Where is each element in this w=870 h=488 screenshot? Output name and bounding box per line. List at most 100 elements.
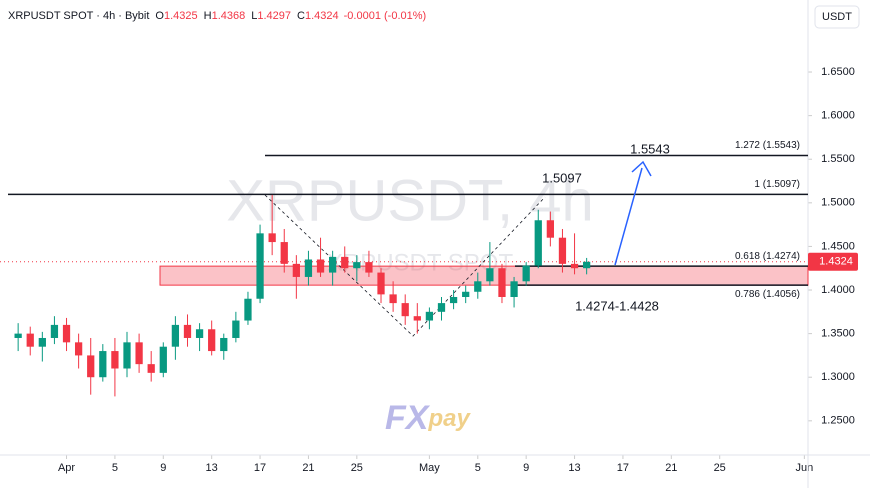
- candle-body: [304, 259, 313, 277]
- fib-level-label: 0.618 (1.4274): [735, 251, 800, 262]
- ohlc-value: 1.4325: [164, 10, 198, 22]
- ohlc-value: 1.4297: [257, 10, 291, 22]
- logo-fx: FX: [385, 399, 431, 437]
- candle-body: [389, 294, 397, 304]
- candle-body: [99, 351, 107, 378]
- pattern-line: [264, 194, 546, 337]
- candle-body: [437, 303, 446, 312]
- fib-level-label: 0.786 (1.4056): [735, 289, 800, 300]
- candle-body: [280, 242, 288, 264]
- candle-body: [583, 261, 591, 269]
- x-tick-label: 5: [475, 462, 481, 474]
- candle-body: [546, 220, 554, 238]
- x-tick-label: 5: [112, 462, 118, 474]
- annotation-target: 1.5543: [630, 141, 670, 156]
- candle-body: [425, 311, 434, 321]
- ohlc-label: O: [155, 10, 164, 22]
- candle-body: [14, 333, 22, 338]
- candle-body: [62, 324, 71, 343]
- candle-body: [74, 342, 83, 356]
- x-tick-label: Jun: [795, 462, 813, 474]
- x-tick-label: 9: [523, 462, 529, 474]
- x-tick-label: Apr: [58, 462, 75, 474]
- y-tick-label: 1.5500: [821, 153, 855, 165]
- ohlc-label: H: [204, 10, 212, 22]
- candle-body: [147, 364, 155, 373]
- x-tick-label: 21: [665, 462, 677, 474]
- price-tag-label: 1.4324: [819, 256, 853, 268]
- ohlc-value: 1.4324: [305, 10, 339, 22]
- header: XRPUSDT SPOT · 4h · Bybit O1.4325 H1.4368 L…: [8, 10, 426, 22]
- candle-body: [171, 324, 180, 347]
- y-tick-label: 1.4500: [821, 240, 855, 252]
- candle-body: [341, 256, 349, 269]
- y-tick-label: 1.3500: [821, 328, 855, 340]
- candle-body: [208, 329, 216, 352]
- candle-body: [413, 316, 421, 321]
- candle-body: [159, 346, 167, 373]
- arrow: [614, 167, 643, 266]
- candle-body: [498, 268, 506, 297]
- change: -0.0001 (-0.01%): [344, 10, 427, 22]
- candle-body: [135, 342, 143, 365]
- candle-body: [195, 329, 204, 338]
- fib-level-label: 1.272 (1.5543): [735, 140, 800, 151]
- candle-body: [50, 324, 59, 338]
- candle-body: [316, 259, 325, 273]
- candle-body: [462, 291, 470, 297]
- candle-body: [111, 351, 119, 369]
- x-tick-label: 13: [206, 462, 218, 474]
- currency: USDT: [822, 11, 852, 23]
- candle-body: [232, 320, 240, 338]
- x-tick-label: 9: [160, 462, 166, 474]
- x-tick-label: 17: [617, 462, 629, 474]
- currency-box: [814, 5, 860, 29]
- candle-body: [244, 298, 252, 321]
- ohlc-value: 1.4368: [212, 10, 246, 22]
- candle-body: [449, 296, 458, 304]
- y-tick-label: 1.6000: [821, 110, 855, 122]
- y-tick-label: 1.4000: [821, 284, 855, 296]
- candle-body: [558, 237, 567, 264]
- y-tick-label: 1.5000: [821, 197, 855, 209]
- candle-body: [38, 337, 46, 347]
- candle-body: [256, 233, 264, 299]
- y-tick-label: 1.6500: [821, 66, 855, 78]
- candle-body: [486, 268, 494, 282]
- x-tick-label: 17: [254, 462, 266, 474]
- candle-body: [474, 281, 482, 292]
- arrow-head: [631, 160, 652, 177]
- candle-body: [570, 263, 579, 269]
- y-tick-label: 1.2500: [821, 415, 855, 427]
- candle-body: [353, 262, 361, 269]
- annotation-high: 1.5097: [542, 170, 582, 185]
- candle-body: [123, 342, 131, 369]
- candle-body: [183, 324, 192, 338]
- candle-body: [401, 303, 409, 317]
- candle-body: [87, 355, 95, 378]
- y-tick-label: 1.3000: [821, 371, 855, 383]
- candle-body: [522, 265, 530, 282]
- x-tick-label: 25: [351, 462, 363, 474]
- ohlc-label: C: [297, 10, 305, 22]
- watermark-title: XRPUSDT, 4h: [226, 168, 593, 233]
- annotation-zone: 1.4274-1.4428: [575, 298, 659, 313]
- candle-body: [26, 333, 34, 347]
- logo-pay: pay: [427, 405, 471, 432]
- symbol: XRPUSDT SPOT · 4h · Bybit: [8, 10, 149, 22]
- candle-body: [329, 256, 337, 273]
- candle-body: [220, 337, 228, 352]
- x-tick-label: 25: [714, 462, 726, 474]
- candle-body: [534, 220, 542, 266]
- x-tick-label: 21: [302, 462, 314, 474]
- ohlc-label: L: [251, 10, 257, 22]
- candle-body: [377, 272, 385, 295]
- logo: FXpay: [385, 399, 471, 437]
- price-tag: [808, 252, 858, 271]
- candle-body: [268, 233, 276, 243]
- candle-body: [510, 281, 518, 297]
- candle-body: [365, 262, 373, 273]
- x-tick-label: 13: [568, 462, 580, 474]
